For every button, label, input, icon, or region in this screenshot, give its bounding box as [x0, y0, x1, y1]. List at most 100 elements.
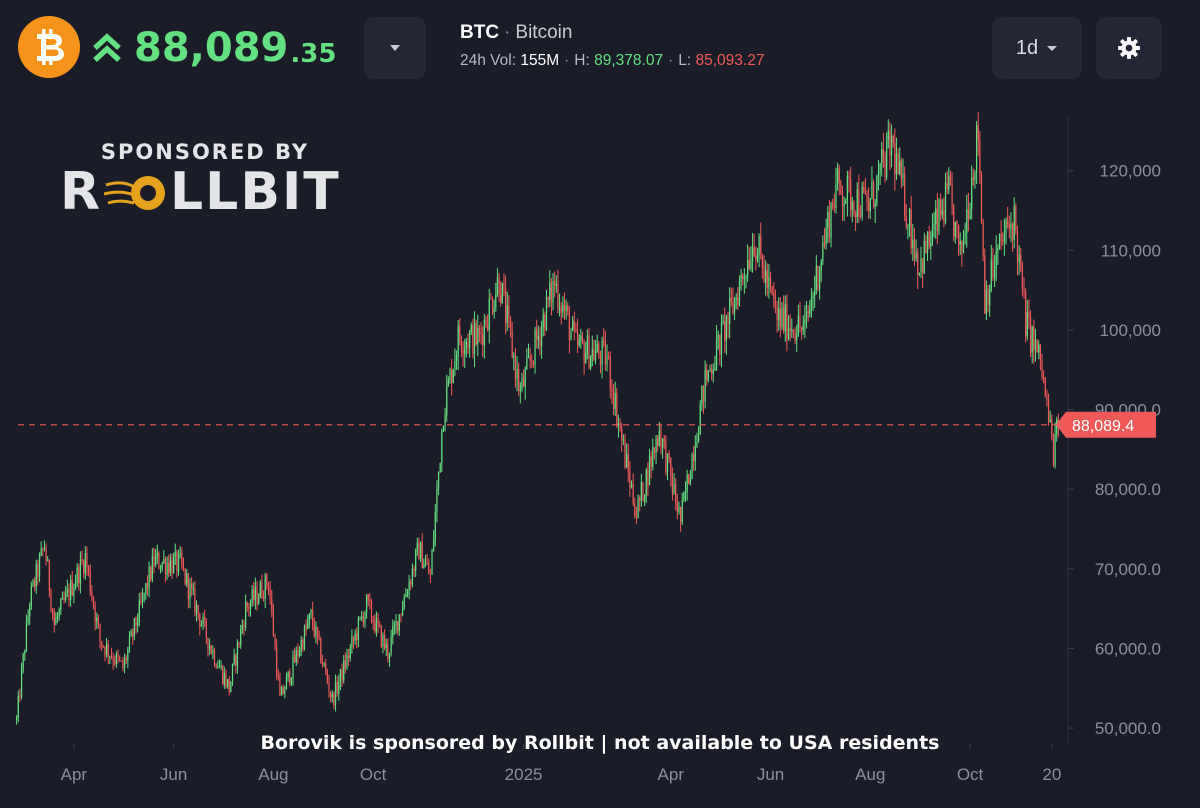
candle-body	[732, 301, 734, 314]
candle-body	[887, 130, 889, 141]
price-axis-label: 50,000.0	[1095, 719, 1161, 738]
candle-body	[266, 575, 268, 586]
candle-body	[967, 209, 970, 220]
candle-body	[87, 566, 90, 571]
candle-body	[68, 589, 70, 600]
caret-down-icon	[1047, 45, 1058, 51]
candle-body	[1021, 264, 1023, 290]
candle-body	[832, 202, 834, 207]
candle-body	[457, 325, 459, 357]
price-integer: 88,089	[134, 25, 289, 71]
candle-body	[284, 689, 286, 694]
candle-body	[1056, 419, 1058, 435]
candle-body	[233, 655, 235, 665]
candle-body	[166, 562, 168, 575]
candle-body	[506, 305, 508, 323]
candle-body	[465, 341, 467, 347]
candle-body	[765, 270, 767, 283]
candle-body	[684, 491, 687, 494]
candle-body	[748, 259, 750, 269]
candle-body	[388, 652, 391, 659]
time-axis-label: Apr	[658, 765, 685, 784]
candle-body	[851, 202, 853, 210]
candle-body	[951, 185, 953, 206]
candle-body	[573, 320, 575, 329]
candle-body	[114, 661, 116, 664]
candle-body	[398, 614, 400, 631]
candle-body	[562, 304, 564, 313]
sponsor-caption: SPONSORED BY	[100, 140, 310, 164]
candle-body	[254, 586, 257, 601]
symbol-dropdown-button[interactable]	[364, 17, 426, 79]
candle-body	[236, 642, 239, 666]
candle-body	[982, 222, 984, 256]
candle-body	[949, 176, 952, 186]
candle-body	[720, 322, 723, 355]
candle-body	[518, 368, 520, 391]
rollbit-swirl-icon	[104, 176, 166, 210]
candle-body	[735, 297, 737, 300]
candle-body	[330, 692, 332, 698]
candle-body	[814, 289, 816, 296]
candle-body	[477, 328, 479, 345]
candle-body	[567, 306, 569, 312]
candle-body	[405, 594, 407, 598]
candle-body	[1026, 312, 1028, 337]
candle-body	[107, 643, 109, 657]
current-price-marker: 88,089.4	[18, 411, 1156, 438]
candle-body	[503, 282, 505, 291]
candle-body	[568, 311, 571, 341]
candle-body	[177, 553, 180, 572]
candle-body	[377, 618, 379, 625]
candle-body	[364, 612, 366, 624]
candle-body	[416, 543, 418, 551]
candle-body	[655, 438, 657, 453]
candle-body	[473, 322, 476, 355]
candle-body	[200, 624, 203, 627]
candle-body	[374, 622, 376, 632]
candle-body	[421, 542, 423, 569]
candle-body	[594, 351, 597, 361]
candle-body	[488, 298, 490, 330]
candle-body	[1023, 289, 1025, 293]
candle-body	[753, 247, 755, 256]
candle-body	[459, 325, 461, 342]
candle-body	[769, 277, 772, 287]
candle-body	[859, 216, 862, 218]
candle-body	[709, 369, 711, 371]
candle-body	[127, 649, 129, 661]
candle-body	[320, 638, 322, 663]
candle-body	[230, 681, 232, 692]
interval-select[interactable]: 1d	[992, 17, 1082, 79]
candle-body	[86, 553, 88, 567]
candle-body	[369, 600, 371, 602]
candle-body	[542, 314, 544, 327]
candle-body	[307, 622, 309, 629]
candle-body	[191, 583, 193, 589]
candle-body	[962, 235, 965, 252]
candle-body	[302, 640, 304, 649]
candle-body	[743, 277, 745, 279]
candle-body	[585, 353, 587, 364]
candle-body	[308, 613, 310, 623]
candle-body	[426, 562, 428, 565]
candle-body	[900, 160, 902, 179]
candle-body	[616, 393, 618, 426]
candle-body	[215, 664, 217, 668]
candle-body	[1028, 312, 1030, 318]
candle-body	[876, 175, 878, 204]
candle-body	[313, 624, 315, 636]
candle-body	[704, 369, 706, 402]
sponsor-watermark: SPONSORED BY R LLBIT	[60, 140, 350, 218]
settings-button[interactable]	[1096, 17, 1162, 79]
candle-body	[817, 265, 819, 289]
candle-body	[771, 286, 773, 294]
candle-body	[529, 356, 531, 361]
candle-body	[1038, 344, 1040, 353]
candle-body	[688, 474, 690, 484]
candle-body	[712, 370, 714, 374]
candle-body	[774, 299, 777, 306]
candle-body	[818, 270, 821, 289]
candle-body	[738, 281, 741, 306]
